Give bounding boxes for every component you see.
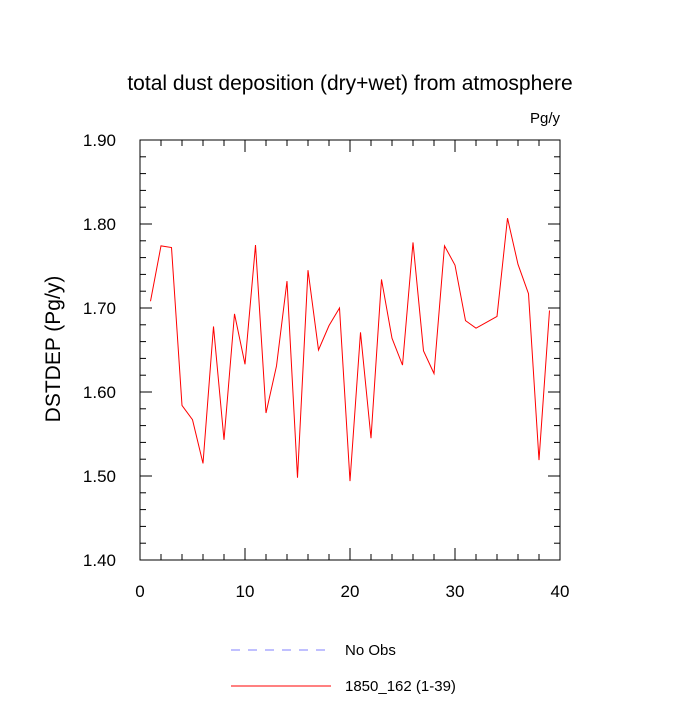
series-line-0 <box>150 218 550 482</box>
y-axis-label: DSTDEP (Pg/y) <box>42 276 65 423</box>
legend-label-1: 1850_162 (1-39) <box>345 678 456 695</box>
x-tick-label: 10 <box>236 582 255 601</box>
legend-label-0: No Obs <box>345 642 396 659</box>
plot-frame <box>139 139 561 561</box>
y-tick-label: 1.80 <box>83 215 116 234</box>
units-label: Pg/y <box>530 110 561 127</box>
series-layer <box>150 218 550 482</box>
ticks-layer: 0 10 20 30 40 1.40 1.50 1.60 1.70 1.80 1.90 <box>83 131 570 601</box>
y-tick-label: 1.50 <box>83 467 116 486</box>
x-tick-label: 40 <box>551 582 570 601</box>
x-tick-label: 0 <box>135 582 144 601</box>
x-tick-label: 30 <box>446 582 465 601</box>
y-tick-label: 1.90 <box>83 131 116 150</box>
y-tick-label: 1.40 <box>83 551 116 570</box>
legend: No Obs 1850_162 (1-39) <box>231 642 456 695</box>
x-tick-label: 20 <box>341 582 360 601</box>
y-tick-label: 1.70 <box>83 299 116 318</box>
y-tick-label: 1.60 <box>83 383 116 402</box>
chart-title: total dust deposition (dry+wet) from atm… <box>127 72 572 95</box>
